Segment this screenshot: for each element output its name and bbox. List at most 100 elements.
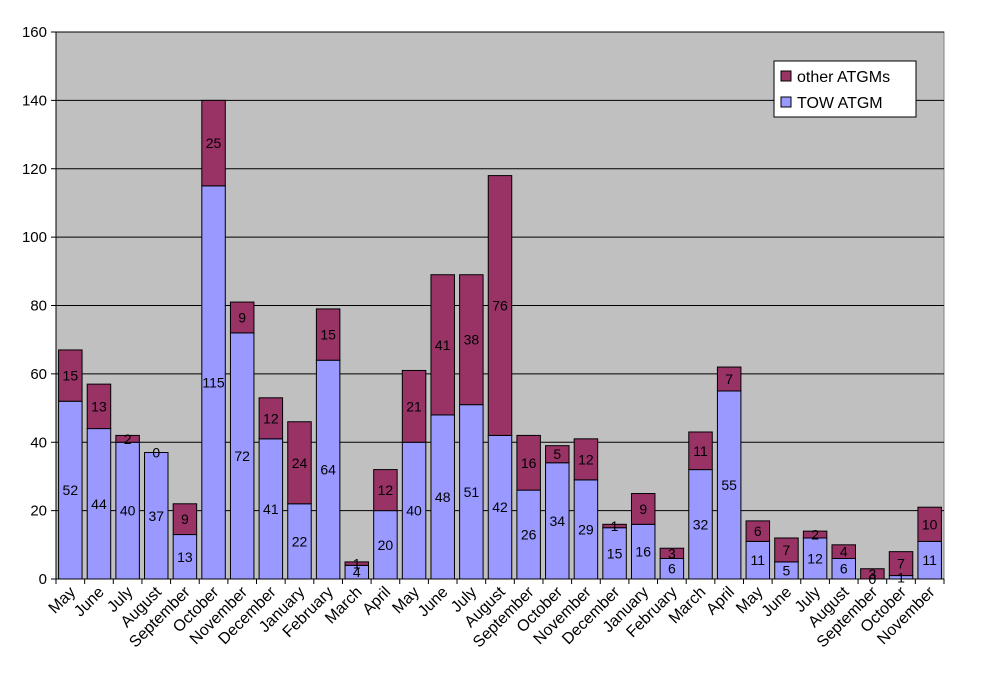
- data-label-tow-atgm: 51: [464, 484, 480, 500]
- y-tick-label: 0: [39, 571, 47, 588]
- x-tick-label: June: [759, 584, 796, 621]
- data-label-tow-atgm: 11: [751, 552, 766, 568]
- data-label-other-atgms: 1: [353, 556, 361, 572]
- data-label-tow-atgm: 13: [177, 549, 193, 565]
- data-label-tow-atgm: 6: [840, 561, 848, 577]
- bar-other-atgms: [201, 99, 226, 187]
- data-label-tow-atgm: 34: [550, 513, 566, 529]
- data-label-tow-atgm: 37: [148, 508, 164, 524]
- data-label-other-atgms: 2: [124, 431, 132, 447]
- data-label-tow-atgm: 40: [120, 503, 136, 519]
- y-tick-label: 80: [30, 298, 47, 315]
- data-label-other-atgms: 7: [897, 556, 905, 572]
- bar-other-atgms: [659, 547, 685, 559]
- y-tick-label: 140: [22, 92, 47, 109]
- x-axis: MayJuneJulyAugustSeptemberOctoberNovembe…: [46, 578, 945, 651]
- data-label-other-atgms: 16: [521, 455, 537, 471]
- legend-box: [773, 60, 917, 118]
- y-tick-label: 120: [22, 161, 47, 178]
- y-tick-label: 60: [30, 366, 47, 383]
- data-label-other-atgms: 7: [725, 371, 733, 387]
- data-label-other-atgms: 9: [639, 501, 647, 517]
- data-label-other-atgms: 5: [553, 446, 561, 462]
- data-label-other-atgms: 4: [840, 544, 848, 560]
- data-label-tow-atgm: 22: [292, 533, 308, 549]
- bar-other-atgms: [315, 308, 341, 361]
- bar-other-atgms: [172, 503, 198, 536]
- bar-other-atgms: [344, 561, 370, 566]
- data-label-tow-atgm: 15: [607, 545, 623, 561]
- data-label-tow-atgm: 1: [897, 569, 905, 585]
- data-label-other-atgms: 10: [922, 516, 938, 532]
- bar-other-atgms: [287, 421, 312, 505]
- x-tick-label: June: [71, 584, 108, 621]
- bar-other-atgms: [459, 274, 484, 406]
- data-label-other-atgms: 38: [464, 332, 480, 348]
- data-label-other-atgms: 24: [292, 455, 308, 471]
- data-label-tow-atgm: 5: [783, 562, 791, 578]
- data-label-other-atgms: 15: [320, 327, 336, 343]
- x-tick-label: April: [360, 584, 395, 619]
- data-label-tow-atgm: 40: [406, 503, 422, 519]
- bar-other-atgms: [430, 274, 455, 416]
- bar-other-atgms: [516, 434, 541, 491]
- data-label-tow-atgm: 11: [922, 552, 937, 568]
- data-label-tow-atgm: 16: [635, 544, 651, 560]
- data-label-tow-atgm: 20: [378, 537, 394, 553]
- bar-other-atgms: [831, 544, 856, 559]
- data-label-other-atgms: 1: [611, 518, 619, 534]
- y-tick-label: 20: [30, 503, 47, 520]
- data-label-tow-atgm: 12: [807, 550, 823, 566]
- data-label-other-atgms: 7: [783, 542, 791, 558]
- bar-other-atgms: [888, 551, 914, 577]
- bar-other-atgms: [802, 530, 828, 539]
- bar-other-atgms: [487, 175, 513, 436]
- data-label-tow-atgm: 48: [435, 489, 451, 505]
- data-label-other-atgms: 9: [181, 511, 189, 527]
- bar-other-atgms: [573, 438, 599, 481]
- data-label-tow-atgm: 6: [668, 561, 676, 577]
- legend-swatch-tow-atgm: [780, 96, 792, 108]
- data-label-other-atgms: 25: [206, 135, 222, 151]
- data-label-tow-atgm: 29: [578, 521, 594, 537]
- bar-other-atgms: [716, 366, 742, 392]
- data-label-other-atgms: 41: [435, 337, 451, 353]
- data-label-other-atgms: 11: [693, 443, 708, 459]
- bar-other-atgms: [115, 434, 140, 443]
- bar-other-atgms: [545, 445, 570, 464]
- data-label-other-atgms: 12: [578, 451, 594, 467]
- legend-label-tow-atgm: TOW ATGM: [797, 95, 883, 112]
- data-label-other-atgms: 12: [378, 482, 394, 498]
- bar-other-atgms: [774, 537, 799, 563]
- y-tick-label: 100: [22, 229, 47, 246]
- data-label-other-atgms: 21: [406, 398, 422, 414]
- bar-other-atgms: [86, 383, 112, 430]
- data-label-other-atgms: 12: [263, 410, 279, 426]
- data-label-tow-atgm: 42: [492, 499, 508, 515]
- y-tick-label: 40: [30, 434, 47, 451]
- y-tick-label: 160: [22, 24, 47, 41]
- data-label-other-atgms: 3: [668, 545, 676, 561]
- legend: other ATGMs TOW ATGM: [773, 60, 917, 118]
- bar-other-atgms: [401, 369, 427, 443]
- data-label-other-atgms: 0: [152, 445, 160, 461]
- data-label-other-atgms: 15: [63, 368, 79, 384]
- bar-other-atgms: [258, 397, 284, 440]
- y-axis: 0 20 40 60 80 100 120 140 160: [22, 24, 57, 588]
- bar-other-atgms: [602, 523, 627, 529]
- data-label-tow-atgm: 44: [91, 496, 107, 512]
- legend-swatch-other-atgms: [780, 70, 792, 82]
- data-label-tow-atgm: 41: [263, 501, 279, 517]
- bar-other-atgms: [229, 301, 255, 334]
- bar-other-atgms: [373, 469, 398, 512]
- data-label-other-atgms: 76: [492, 298, 508, 314]
- data-label-tow-atgm: 72: [234, 448, 250, 464]
- bar-other-atgms: [688, 431, 713, 471]
- data-label-other-atgms: 3: [868, 566, 876, 582]
- bar-other-atgms: [745, 520, 771, 542]
- data-label-other-atgms: 13: [91, 398, 107, 414]
- data-label-tow-atgm: 52: [63, 482, 79, 498]
- x-tick-label: June: [415, 584, 452, 621]
